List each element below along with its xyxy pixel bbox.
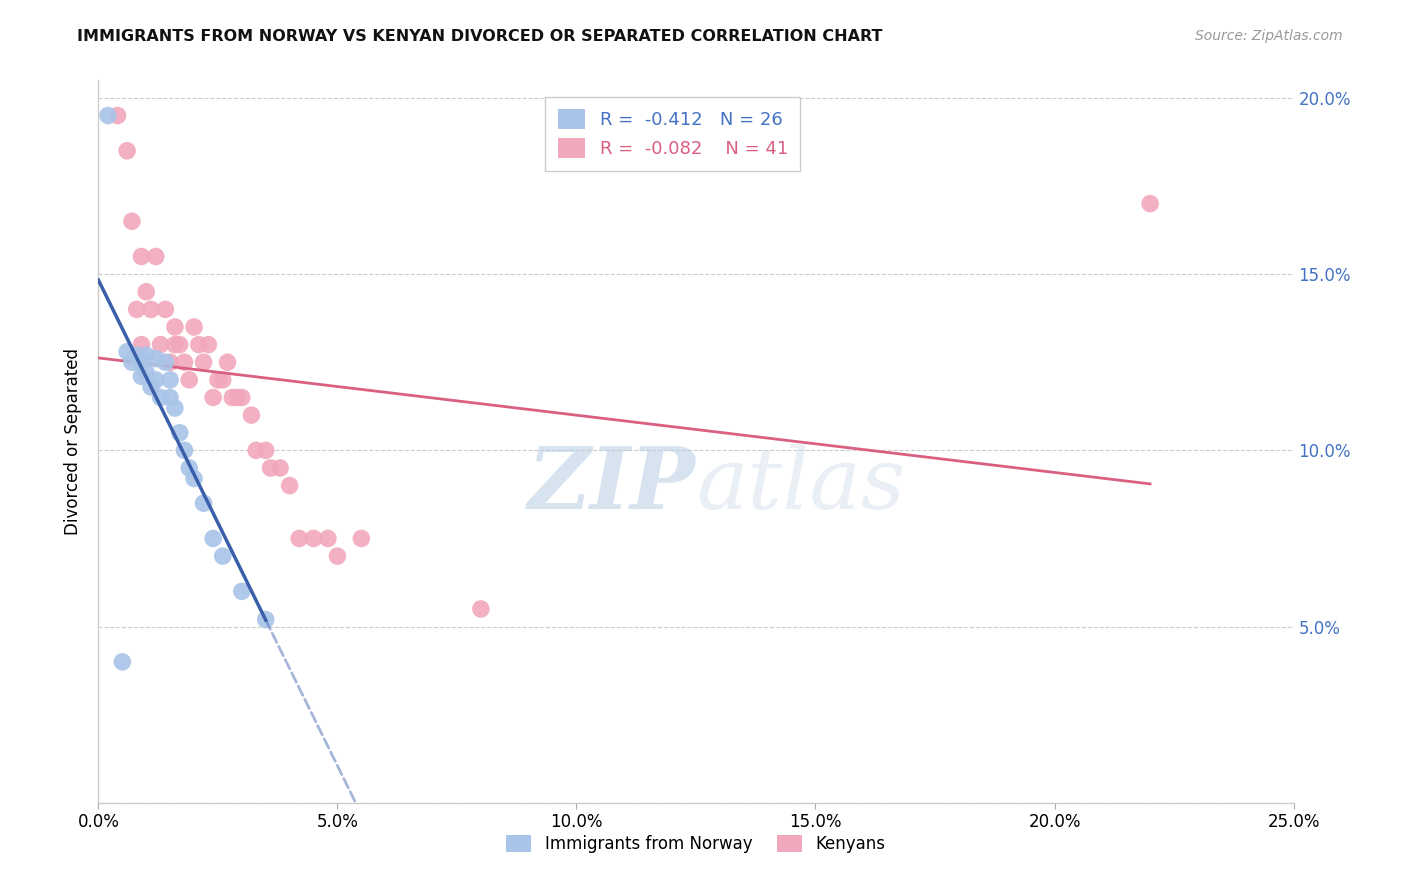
Text: atlas: atlas [696,443,905,526]
Point [173,443,195,458]
Point [107,109,129,123]
Point [259,461,281,475]
Point [125,348,148,362]
Point [240,408,263,422]
Point [163,401,186,415]
Point [163,337,186,351]
Point [149,391,172,405]
Point [202,391,225,405]
Point [135,285,157,299]
Point [121,214,143,228]
Point [179,461,201,475]
Point [155,355,177,369]
Point [202,532,225,546]
Point [211,549,233,563]
Point [139,380,162,394]
Legend: Immigrants from Norway, Kenyans: Immigrants from Norway, Kenyans [499,828,893,860]
Y-axis label: Divorced or Separated: Divorced or Separated [65,348,83,535]
Point [163,320,186,334]
Point [131,369,153,384]
Point [135,348,157,362]
Point [131,337,153,351]
Point [470,602,492,616]
Point [1139,196,1161,211]
Point [350,532,373,546]
Point [245,443,267,458]
Point [131,355,153,369]
Point [145,351,167,366]
Point [115,144,138,158]
Point [145,250,167,264]
Point [159,391,181,405]
Point [139,302,162,317]
Point [278,478,301,492]
Point [121,355,143,369]
Point [207,373,229,387]
Point [169,425,191,440]
Point [302,532,325,546]
Point [217,355,239,369]
Point [288,532,311,546]
Point [254,443,277,458]
Point [155,302,177,317]
Point [97,109,120,123]
Point [231,391,253,405]
Point [269,461,291,475]
Point [316,532,339,546]
Point [135,366,157,380]
Text: IMMIGRANTS FROM NORWAY VS KENYAN DIVORCED OR SEPARATED CORRELATION CHART: IMMIGRANTS FROM NORWAY VS KENYAN DIVORCE… [77,29,883,44]
Point [231,584,253,599]
Point [145,373,167,387]
Point [193,355,215,369]
Point [254,613,277,627]
Point [179,373,201,387]
Text: Source: ZipAtlas.com: Source: ZipAtlas.com [1195,29,1343,43]
Point [173,355,195,369]
Point [169,337,191,351]
Point [149,337,172,351]
Point [111,655,134,669]
Point [226,391,249,405]
Point [115,344,138,359]
Point [193,496,215,510]
Point [183,320,205,334]
Point [125,302,148,317]
Point [221,391,243,405]
Point [326,549,349,563]
Point [211,373,233,387]
Point [183,471,205,485]
Point [159,373,181,387]
Point [187,337,209,351]
Point [131,250,153,264]
Point [197,337,219,351]
Point [159,355,181,369]
Text: ZIP: ZIP [529,443,696,526]
